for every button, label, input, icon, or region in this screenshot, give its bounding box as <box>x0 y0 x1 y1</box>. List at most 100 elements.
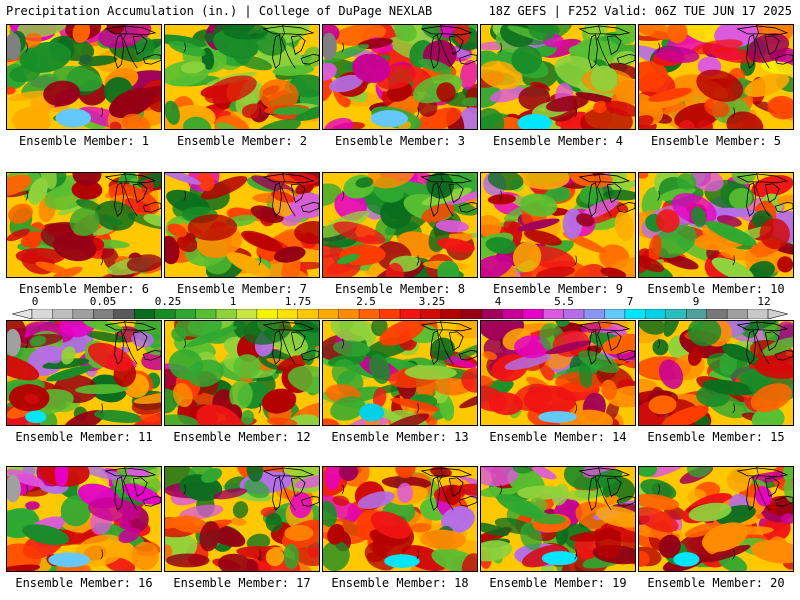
coastline <box>755 173 770 217</box>
ensemble-member-map <box>164 466 320 572</box>
precip-area <box>691 206 707 228</box>
precip-area <box>72 25 91 44</box>
legend-color-swatch <box>726 309 749 319</box>
great-lakes-outline <box>578 25 631 36</box>
precip-area <box>7 174 32 197</box>
precip-field <box>481 321 635 425</box>
precip-area <box>751 175 793 198</box>
precip-area <box>330 321 370 343</box>
great-lakes-outline <box>262 467 315 478</box>
precip-area <box>761 337 793 356</box>
precip-area <box>578 350 620 373</box>
precip-area <box>639 494 680 510</box>
precip-area <box>223 25 269 40</box>
legend-tick-label: 0 <box>31 295 39 308</box>
great-lakes-outline <box>272 476 282 511</box>
precip-legend: 0 0.05 0.25 1 1.75 2.5 3.25 4 5.5 7 9 12 <box>0 296 800 320</box>
ensemble-member-map <box>6 320 162 426</box>
legend-color-swatch <box>604 309 626 319</box>
precip-area <box>131 541 159 571</box>
precip-area <box>230 517 247 526</box>
precip-area <box>568 44 593 56</box>
precip-field <box>639 467 793 571</box>
precip-area <box>663 321 680 337</box>
river-line <box>25 484 104 560</box>
precip-area <box>545 340 592 355</box>
legend-color-swatch <box>72 309 94 319</box>
precip-area <box>241 103 265 119</box>
precip-area <box>25 501 40 510</box>
great-lakes-outline <box>746 330 756 365</box>
ensemble-member-map <box>480 466 636 572</box>
precip-area <box>12 107 51 129</box>
legend-tick-label: 7 <box>626 295 634 308</box>
coastline <box>281 467 296 511</box>
precip-area <box>518 467 557 480</box>
legend-color-swatch <box>420 309 442 319</box>
legend-tick-label: 1.75 <box>284 295 312 308</box>
precip-field <box>481 467 635 571</box>
precip-area <box>648 395 677 415</box>
heavy-precip-area <box>48 552 91 568</box>
precip-area <box>323 540 350 571</box>
river-line <box>183 338 262 414</box>
precip-area <box>783 479 793 503</box>
precip-area <box>726 468 752 492</box>
precip-area <box>371 321 388 337</box>
coastline <box>281 173 296 217</box>
precip-area <box>687 321 722 347</box>
great-lakes-outline <box>578 173 631 184</box>
precip-area <box>586 469 623 489</box>
ensemble-member-label: Ensemble Member: 18 <box>331 576 469 590</box>
precip-area <box>201 468 223 483</box>
river-line <box>25 190 104 266</box>
precip-area <box>659 359 684 389</box>
river-line <box>25 338 104 414</box>
precip-area <box>437 260 460 277</box>
precip-area <box>601 379 617 400</box>
precip-area <box>9 65 41 83</box>
legend-color-swatch <box>195 309 217 319</box>
precip-area <box>519 173 570 190</box>
ensemble-member-map <box>6 24 162 130</box>
precip-area <box>749 261 775 277</box>
coastline <box>281 25 296 69</box>
legend-color-swatch <box>686 309 708 319</box>
river-line <box>183 42 262 118</box>
precip-area <box>78 55 118 67</box>
precip-area <box>130 467 161 484</box>
precip-area <box>686 467 713 478</box>
precip-area <box>461 553 477 571</box>
precip-area <box>62 565 85 571</box>
legend-color-swatch <box>174 309 197 319</box>
precip-field <box>323 321 477 425</box>
precip-area <box>323 44 370 64</box>
precip-area <box>446 173 477 195</box>
coastline <box>597 25 612 69</box>
precip-area <box>437 238 475 253</box>
precip-area <box>372 387 387 409</box>
precip-area <box>170 515 208 533</box>
precip-area <box>742 321 778 332</box>
precip-area <box>255 118 301 129</box>
legend-color-swatch <box>665 309 687 319</box>
precip-area <box>182 116 212 129</box>
great-lakes-outline <box>764 331 780 352</box>
precip-area <box>503 219 517 234</box>
great-lakes-outline <box>114 330 124 365</box>
coastline <box>123 25 138 69</box>
precip-area <box>94 200 135 231</box>
precip-area <box>454 321 477 339</box>
legend-min-arrow <box>12 309 33 319</box>
ensemble-member-map <box>322 24 478 130</box>
precip-area <box>436 82 456 103</box>
ensemble-member-label: Ensemble Member: 13 <box>331 430 469 444</box>
precip-area <box>357 491 395 509</box>
great-lakes-outline <box>420 173 473 184</box>
precip-area <box>419 529 467 550</box>
precip-area <box>122 483 161 505</box>
precip-area <box>355 177 374 188</box>
precip-area <box>17 25 71 38</box>
great-lakes-outline <box>290 477 306 498</box>
legend-color-swatch <box>583 309 605 319</box>
